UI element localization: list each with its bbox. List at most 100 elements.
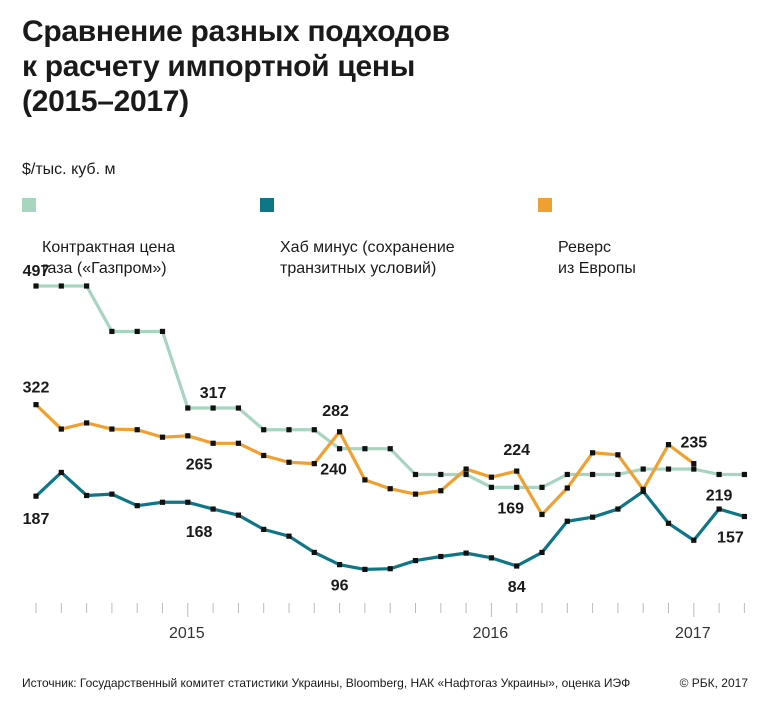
data-label: 169: [497, 500, 524, 517]
data-label: 219: [706, 487, 733, 504]
series-line-2: [34, 403, 696, 517]
data-point: [235, 440, 241, 446]
data-point: [84, 420, 90, 426]
data-point: [640, 466, 646, 472]
data-point: [261, 427, 267, 433]
legend-swatch-hub: [260, 198, 274, 212]
data-point: [514, 468, 520, 474]
data-point: [615, 471, 621, 478]
data-point: [185, 405, 191, 411]
data-point: [387, 486, 393, 492]
legend-item-hub: Хаб минус (сохранение транзитных условий…: [260, 195, 455, 279]
data-point: [159, 499, 166, 505]
data-point: [564, 485, 570, 491]
data-point: [362, 477, 368, 483]
data-point: [539, 484, 545, 490]
data-label: 157: [717, 530, 744, 547]
data-point: [412, 471, 419, 478]
x-tick-label: 2015: [169, 625, 205, 642]
data-point: [84, 283, 90, 289]
data-point: [615, 506, 621, 512]
chart-title: Сравнение разных подходов к расчету импо…: [22, 15, 450, 118]
data-point: [716, 506, 722, 512]
data-point: [337, 429, 343, 435]
data-point: [438, 553, 444, 560]
data-point: [539, 511, 545, 518]
data-point: [337, 562, 343, 568]
data-label: 240: [320, 462, 347, 479]
data-point: [691, 466, 697, 472]
data-point: [665, 442, 672, 448]
data-label: 322: [23, 380, 50, 397]
unit-label: $/тыс. куб. м: [22, 161, 116, 178]
data-point: [33, 493, 39, 499]
series-line-0: [34, 284, 747, 489]
data-point: [58, 426, 64, 432]
legend-item-reverse: Реверс из Европы: [538, 195, 636, 279]
data-point: [590, 450, 596, 456]
data-point: [438, 471, 444, 478]
copyright: © РБК, 2017: [679, 676, 748, 690]
data-label: 187: [23, 511, 50, 528]
data-label: 168: [186, 524, 213, 541]
data-point: [210, 405, 216, 411]
data-point: [185, 499, 191, 505]
data-point: [134, 427, 140, 433]
data-point: [463, 550, 469, 556]
data-point: [362, 566, 368, 572]
data-point: [488, 484, 494, 490]
data-point: [159, 434, 166, 440]
data-point: [665, 520, 672, 526]
data-point: [387, 566, 393, 572]
data-point: [286, 533, 292, 539]
data-point: [412, 557, 419, 564]
data-point: [235, 405, 241, 411]
data-point: [387, 446, 393, 452]
data-point: [311, 461, 317, 467]
data-label: 282: [322, 403, 349, 420]
data-point: [691, 461, 697, 467]
data-point: [514, 563, 520, 569]
x-tick-label: 2016: [473, 625, 509, 642]
data-point: [438, 488, 444, 494]
data-point: [235, 512, 241, 518]
data-point: [185, 433, 191, 439]
data-point: [261, 526, 267, 532]
data-point: [109, 328, 115, 335]
data-point: [58, 283, 64, 289]
data-point: [564, 518, 570, 524]
data-point: [362, 446, 368, 452]
data-point: [640, 486, 646, 492]
data-label: 235: [680, 435, 707, 452]
data-point: [33, 402, 39, 408]
data-label: 317: [200, 385, 227, 402]
data-label: 265: [186, 456, 213, 473]
data-point: [33, 283, 39, 289]
data-point: [109, 491, 115, 497]
source-note: Источник: Государственный комитет статис…: [22, 676, 631, 690]
data-point: [590, 514, 596, 520]
data-point: [84, 492, 90, 499]
data-point: [134, 503, 140, 509]
data-point: [615, 452, 621, 458]
data-point: [109, 426, 115, 432]
data-point: [311, 549, 317, 556]
legend-label-reverse: Реверс из Европы: [558, 239, 636, 277]
legend-swatch-contract: [22, 198, 36, 212]
data-point: [514, 484, 520, 490]
data-point: [716, 471, 722, 478]
data-label: 224: [503, 442, 530, 459]
data-point: [463, 466, 469, 472]
data-point: [691, 537, 697, 543]
data-point: [159, 328, 166, 335]
legend-label-contract: Контрактная цена газа («Газпром»): [42, 239, 176, 277]
data-point: [210, 440, 216, 446]
data-point: [58, 469, 64, 476]
data-point: [564, 471, 570, 478]
data-point: [311, 427, 317, 433]
data-point: [134, 328, 140, 335]
data-point: [261, 452, 267, 459]
legend-swatch-reverse: [538, 198, 552, 212]
data-point: [488, 555, 494, 561]
data-point: [539, 549, 545, 556]
